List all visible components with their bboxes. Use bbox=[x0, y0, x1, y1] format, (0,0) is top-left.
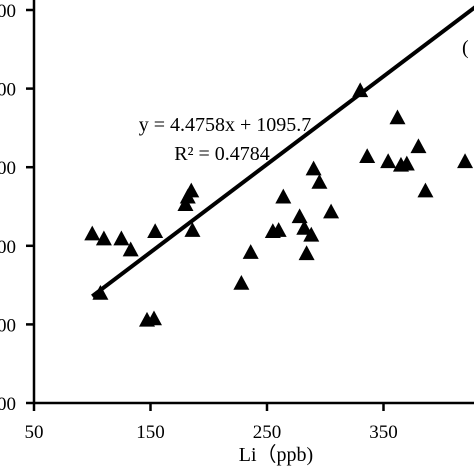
plot-area bbox=[84, 5, 474, 327]
data-point bbox=[291, 208, 308, 224]
data-point bbox=[122, 241, 139, 257]
data-point bbox=[270, 222, 287, 237]
data-point bbox=[183, 182, 200, 198]
data-point bbox=[352, 82, 369, 98]
data-point bbox=[323, 203, 340, 219]
data-point bbox=[242, 244, 259, 259]
x-axis: 50 150 250 350 bbox=[25, 401, 474, 443]
x-tick-label: 150 bbox=[136, 422, 165, 443]
x-axis-title: Li（ppb) bbox=[239, 443, 313, 466]
data-point bbox=[303, 226, 320, 242]
y-axis: 1000 1400 1800 2200 2600 3000 bbox=[0, 0, 36, 415]
y-tick-label: 3000 bbox=[0, 1, 16, 22]
y-tick-label: 1800 bbox=[0, 237, 16, 258]
x-tick-label: 50 bbox=[25, 422, 44, 443]
panel-label: ( bbox=[462, 37, 469, 59]
data-point bbox=[92, 284, 109, 300]
data-point bbox=[296, 219, 313, 235]
data-point bbox=[311, 173, 328, 189]
data-point bbox=[457, 153, 474, 169]
y-tick-label: 1400 bbox=[0, 315, 16, 336]
data-point bbox=[410, 138, 427, 154]
data-point bbox=[305, 160, 322, 176]
trendline bbox=[91, 5, 474, 298]
x-tick-label: 250 bbox=[253, 422, 282, 443]
data-point bbox=[380, 153, 397, 169]
data-point bbox=[398, 155, 415, 171]
y-tick-label: 2600 bbox=[0, 80, 16, 101]
data-point bbox=[95, 230, 112, 246]
data-point bbox=[177, 196, 194, 211]
y-tick-label: 2200 bbox=[0, 158, 16, 179]
data-point bbox=[84, 225, 101, 241]
data-point bbox=[113, 230, 130, 246]
data-point bbox=[389, 109, 406, 125]
trendline-equation: y = 4.4758x + 1095.7 bbox=[139, 114, 312, 136]
data-point bbox=[298, 245, 315, 261]
data-point bbox=[145, 310, 162, 326]
data-point bbox=[233, 274, 250, 290]
r-squared-label: R² = 0.4784 bbox=[174, 143, 270, 165]
data-point bbox=[275, 188, 292, 204]
x-tick-label: 350 bbox=[369, 422, 398, 443]
data-point bbox=[184, 222, 201, 237]
y-tick-label: 1000 bbox=[0, 394, 16, 415]
data-point bbox=[359, 148, 376, 163]
data-point bbox=[417, 182, 434, 198]
data-point bbox=[147, 223, 164, 239]
